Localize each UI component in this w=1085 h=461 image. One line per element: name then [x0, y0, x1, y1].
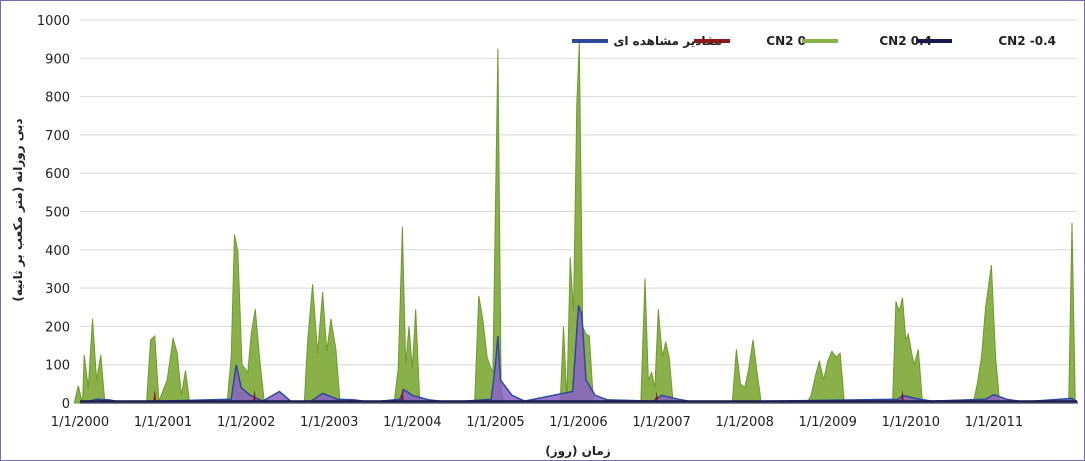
x-tick-label: 1/1/2005: [466, 415, 524, 430]
y-tick-label: 1000: [37, 14, 70, 29]
y-tick-label: 100: [45, 359, 70, 374]
x-tick-label: 1/1/2002: [217, 415, 275, 430]
y-tick-label: 500: [45, 206, 70, 221]
y-tick-label: 300: [45, 282, 70, 297]
x-tick-label: 1/1/2000: [51, 415, 109, 430]
x-tick-label: 1/1/2008: [715, 415, 773, 430]
series-spike-cn2-0: [153, 389, 157, 403]
legend-label: CN2 0: [766, 34, 806, 48]
y-tick-label: 0: [62, 397, 70, 412]
legend-label: CN2 -0.4: [998, 34, 1056, 48]
y-tick-label: 200: [45, 320, 70, 335]
x-tick-label: 1/1/2009: [799, 415, 857, 430]
series-spike-cn2-0: [654, 391, 659, 403]
x-tick-labels: 1/1/2000 1/1/2001 1/1/2002 1/1/2003 1/1/2004…: [51, 415, 1023, 430]
x-tick-label: 1/1/2007: [632, 415, 690, 430]
x-tick-label: 1/1/2001: [134, 415, 192, 430]
x-tick-label: 1/1/2003: [300, 415, 358, 430]
x-tick-label: 1/1/2010: [882, 415, 940, 430]
x-tick-label: 1/1/2011: [965, 415, 1023, 430]
series-spike-cn2-0: [400, 387, 405, 403]
y-tick-labels: 0 100 200 300 400 500 600 700 800 900 1000: [37, 14, 70, 412]
x-tick-label: 1/1/2004: [383, 415, 441, 430]
y-tick-label: 900: [45, 52, 70, 67]
x-tick-label: 1/1/2006: [549, 415, 607, 430]
y-tick-label: 800: [45, 91, 70, 106]
series-spike-cn2-0: [252, 389, 257, 403]
legend-label: CN2 0.4: [879, 34, 932, 48]
series-spike-cn2-0: [900, 389, 905, 403]
legend-label: مقادیر مشاهده ای: [613, 34, 722, 48]
legend: مقادیر مشاهده ای CN2 0 CN2 0.4 CN2 -0.4: [572, 34, 1056, 48]
y-tick-label: 700: [45, 129, 70, 144]
y-tick-label: 600: [45, 167, 70, 182]
y-tick-label: 400: [45, 244, 70, 259]
y-axis-title: دبی روزانه (متر مکعب بر ثانیه): [11, 118, 26, 301]
x-axis-title: زمان (روز): [545, 444, 611, 459]
